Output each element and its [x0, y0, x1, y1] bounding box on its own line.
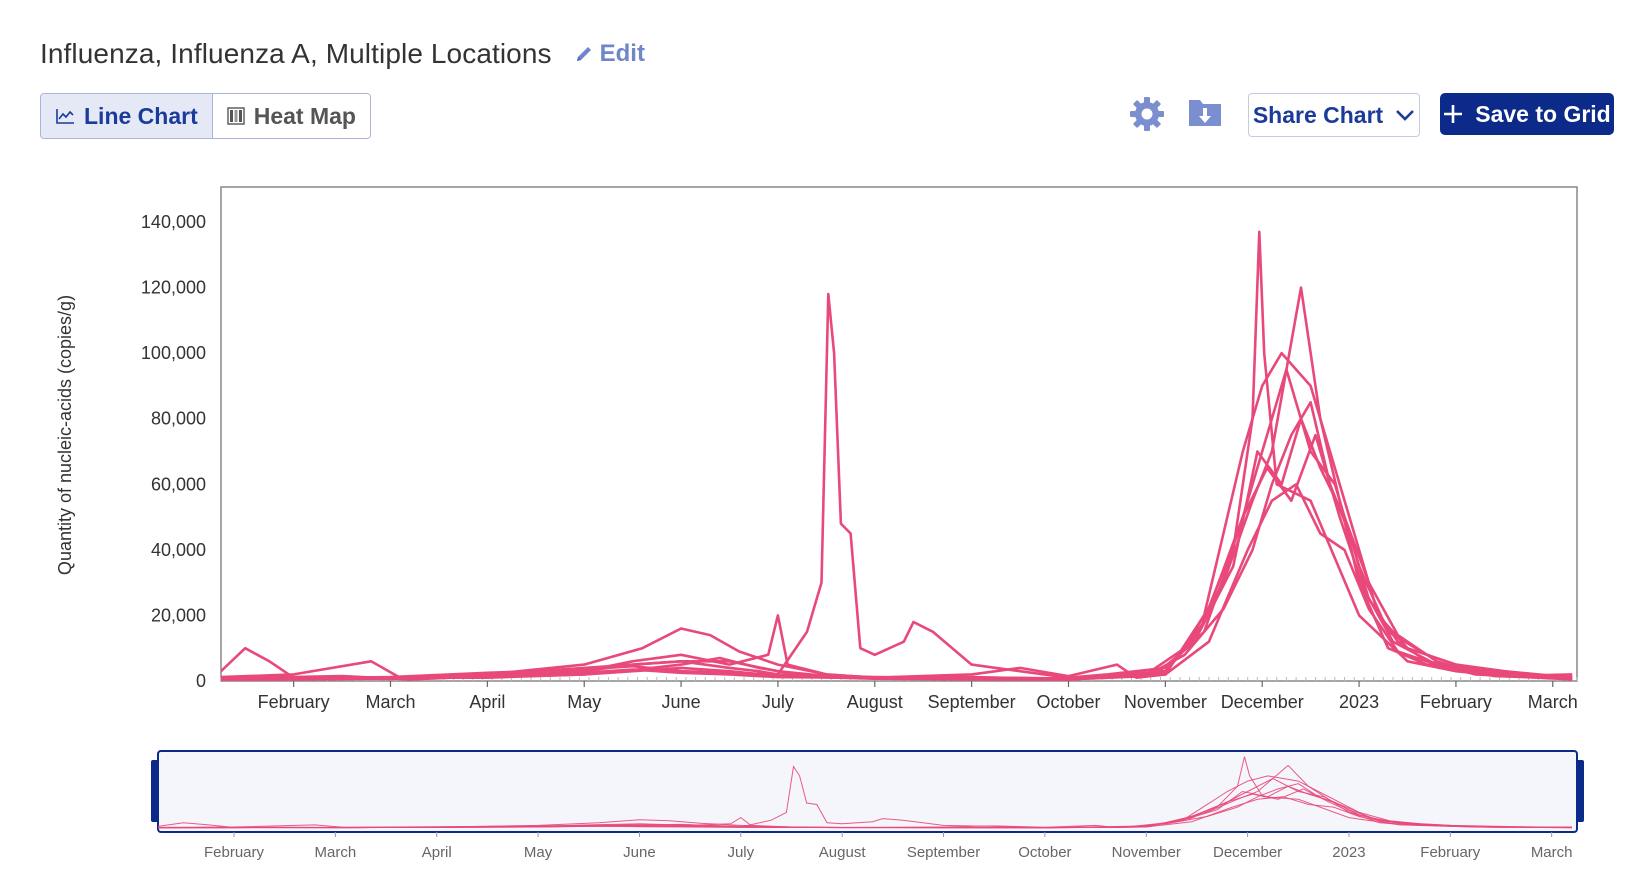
navigator-series-group	[157, 756, 1572, 829]
series-group	[221, 230, 1573, 681]
navigator-tick-label: March	[315, 844, 357, 861]
navigator-tick-label: 2023	[1332, 844, 1365, 861]
navigator-tick-label: February	[1420, 844, 1481, 861]
y-tick-label: 40,000	[151, 540, 206, 560]
title-row: Influenza, Influenza A, Multiple Locatio…	[40, 38, 645, 70]
line-chart-label: Line Chart	[84, 102, 198, 129]
navigator-tick-label: February	[204, 844, 265, 861]
x-tick-label: April	[469, 692, 505, 712]
download-folder-icon[interactable]	[1188, 96, 1222, 128]
navigator-tick-label: September	[907, 844, 980, 861]
navigator-left-handle[interactable]	[151, 760, 159, 822]
navigator[interactable]: February March April May June July August Septe…	[151, 750, 1584, 861]
x-tick-label: November	[1124, 692, 1207, 712]
navigator-tick-label: July	[727, 844, 754, 861]
heat-map-label: Heat Map	[253, 102, 356, 129]
x-tick-label: July	[762, 692, 794, 712]
y-tick-label: 80,000	[151, 409, 206, 429]
x-tick-label: March	[365, 692, 415, 712]
x-tick-label: February	[1420, 692, 1492, 712]
navigator-tick-label: December	[1213, 844, 1282, 861]
share-chart-label: Share Chart	[1252, 101, 1384, 128]
save-to-grid-button[interactable]: Save to Grid	[1440, 93, 1614, 135]
y-axis-label: Quantity of nucleic-acids (copies/g)	[55, 295, 75, 575]
navigator-tick-label: March	[1531, 844, 1573, 861]
y-tick-label: 20,000	[151, 605, 206, 625]
y-tick-label: 0	[196, 671, 206, 691]
main-plot: 0 20,000 40,000 60,000 80,000 100,000 120,000 1…	[55, 186, 1578, 712]
x-tick-label: 2023	[1339, 692, 1379, 712]
x-tick-label: August	[847, 692, 903, 712]
heat-map-tab[interactable]: Heat Map	[212, 94, 370, 138]
x-tick-label: September	[928, 692, 1016, 712]
pencil-icon	[576, 47, 591, 61]
navigator-tick-label: August	[819, 844, 867, 861]
navigator-series-line	[157, 775, 1572, 829]
navigator-tick-label: October	[1018, 844, 1071, 861]
heat-map-icon	[227, 107, 245, 125]
navigator-tick-label: April	[422, 844, 452, 861]
save-to-grid-label: Save to Grid	[1475, 100, 1611, 127]
navigator-tick-label: November	[1112, 844, 1181, 861]
page-title: Influenza, Influenza A, Multiple Locatio…	[40, 38, 552, 69]
line-chart-tab[interactable]: Line Chart	[41, 94, 213, 138]
x-tick-label: March	[1528, 692, 1578, 712]
x-tick-label: May	[567, 692, 601, 712]
y-tick-label: 120,000	[141, 278, 206, 298]
navigator-right-handle[interactable]	[1576, 760, 1584, 822]
y-tick-label: 100,000	[141, 343, 206, 363]
x-tick-label: October	[1036, 692, 1100, 712]
navigator-tick-label: June	[623, 844, 656, 861]
plus-icon	[1444, 105, 1463, 123]
edit-link[interactable]: Edit	[574, 40, 645, 68]
chevron-down-icon	[1396, 110, 1415, 121]
navigator-series-line	[157, 796, 1572, 829]
x-tick-label: December	[1221, 692, 1304, 712]
edit-label: Edit	[599, 40, 645, 67]
line-chart-icon	[56, 109, 74, 124]
y-tick-label: 140,000	[141, 212, 206, 232]
navigator-tick-label: May	[524, 844, 553, 861]
x-tick-label: February	[258, 692, 330, 712]
share-chart-button[interactable]: Share Chart	[1248, 93, 1420, 137]
series-line	[221, 351, 1573, 681]
view-toggle: Line Chart Heat Map	[40, 93, 371, 139]
x-tick-label: June	[662, 692, 701, 712]
series-line	[221, 483, 1573, 681]
settings-gear-icon[interactable]	[1128, 95, 1166, 133]
y-tick-label: 60,000	[151, 474, 206, 494]
